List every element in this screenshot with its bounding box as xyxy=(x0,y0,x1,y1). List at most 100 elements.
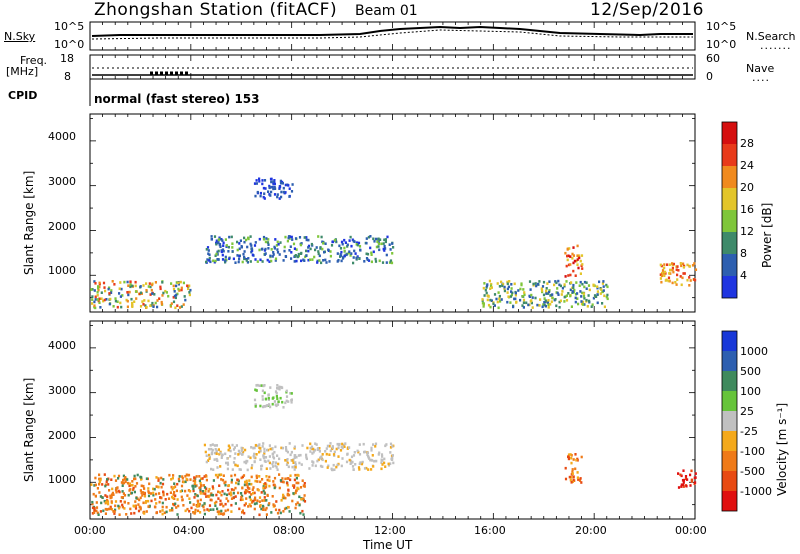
heat-cell xyxy=(282,510,285,513)
heat-cell xyxy=(370,449,373,452)
heat-cell xyxy=(303,482,306,485)
heat-cell xyxy=(149,304,152,307)
heat-cell xyxy=(100,291,103,294)
heat-cell xyxy=(178,475,181,478)
heat-cell xyxy=(228,492,231,496)
heat-cell xyxy=(157,485,160,489)
heat-cell xyxy=(291,484,295,487)
heat-cell xyxy=(238,247,241,251)
heat-cell xyxy=(278,508,281,512)
heat-cell xyxy=(601,282,604,285)
heat-cell xyxy=(327,248,330,252)
heat-cell xyxy=(332,463,335,467)
heat-cell xyxy=(586,305,589,308)
heat-cell xyxy=(542,303,545,306)
heat-cell xyxy=(98,482,101,486)
heat-cell xyxy=(377,453,380,456)
heat-cell xyxy=(354,252,357,255)
heat-cell xyxy=(290,235,293,239)
heat-cell xyxy=(217,473,220,477)
heat-cell xyxy=(174,502,177,506)
heat-cell xyxy=(220,502,223,506)
heat-cell xyxy=(234,261,237,264)
heat-cell xyxy=(688,265,691,268)
heat-cell xyxy=(279,179,282,183)
heat-cell xyxy=(343,238,346,242)
heat-cell xyxy=(261,499,264,502)
heat-cell xyxy=(548,280,551,283)
heat-cell xyxy=(255,502,258,505)
heat-cell xyxy=(301,479,304,482)
heat-cell xyxy=(303,485,306,488)
heat-cell xyxy=(602,289,605,292)
heat-cell xyxy=(185,473,188,477)
heat-cell xyxy=(380,242,383,246)
heat-cell xyxy=(576,263,579,266)
heat-cell xyxy=(244,488,247,492)
heat-cell xyxy=(280,446,283,450)
heat-cell xyxy=(139,291,143,295)
heat-cell xyxy=(105,480,108,483)
heat-cell xyxy=(170,302,173,305)
heat-cell xyxy=(671,262,674,265)
heat-cell xyxy=(270,185,273,189)
heat-cell xyxy=(267,396,270,400)
heat-cell xyxy=(596,293,599,296)
heat-cell xyxy=(682,478,686,482)
heat-cell xyxy=(199,490,202,494)
heat-cell xyxy=(384,247,387,250)
heat-cell xyxy=(271,402,274,406)
heat-cell xyxy=(558,306,561,309)
heat-cell xyxy=(669,272,672,275)
heat-cell xyxy=(205,248,208,251)
heat-cell xyxy=(680,485,683,488)
heat-cell xyxy=(210,467,213,471)
heat-cell xyxy=(194,481,197,484)
heat-cell xyxy=(288,195,291,198)
heat-cell xyxy=(560,293,563,296)
heat-cell xyxy=(135,496,138,500)
heat-cell xyxy=(222,249,225,253)
heat-cell xyxy=(497,291,500,294)
heat-cell xyxy=(238,507,241,511)
heat-cell xyxy=(315,443,318,446)
heat-cell xyxy=(214,473,218,477)
heat-cell xyxy=(281,400,284,404)
heat-cell xyxy=(201,490,204,493)
heat-cell xyxy=(222,512,226,515)
heat-cell xyxy=(219,245,222,248)
heat-cell xyxy=(176,482,179,486)
heat-cell xyxy=(489,287,492,290)
heat-cell xyxy=(238,254,241,258)
heat-cell xyxy=(255,389,258,392)
heat-cell xyxy=(211,443,214,446)
heat-cell xyxy=(196,505,199,508)
heat-cell xyxy=(228,235,231,239)
heat-cell xyxy=(303,494,306,497)
heat-cell xyxy=(131,305,134,308)
heat-cell xyxy=(227,484,230,487)
heat-cell xyxy=(184,509,187,513)
heat-cell xyxy=(216,476,219,479)
heat-cell xyxy=(206,258,209,261)
heat-cell xyxy=(346,452,349,456)
heat-cell xyxy=(210,492,213,495)
heat-cell xyxy=(219,503,222,506)
heat-cell xyxy=(210,498,213,502)
heat-cell xyxy=(213,451,216,455)
heat-cell xyxy=(175,284,178,288)
heat-cell xyxy=(254,496,257,500)
heat-cell xyxy=(682,272,685,275)
heat-cell xyxy=(563,283,566,286)
heat-cell xyxy=(117,504,120,508)
heat-cell xyxy=(573,288,576,292)
heat-cell xyxy=(123,501,126,504)
heat-cell xyxy=(335,447,338,451)
heat-cell xyxy=(384,444,387,448)
heat-cell xyxy=(265,467,268,470)
heat-cell xyxy=(689,484,692,487)
heat-cell xyxy=(205,487,208,490)
heat-cell xyxy=(212,479,215,482)
heat-cell xyxy=(143,494,147,498)
heat-cell xyxy=(176,498,179,501)
